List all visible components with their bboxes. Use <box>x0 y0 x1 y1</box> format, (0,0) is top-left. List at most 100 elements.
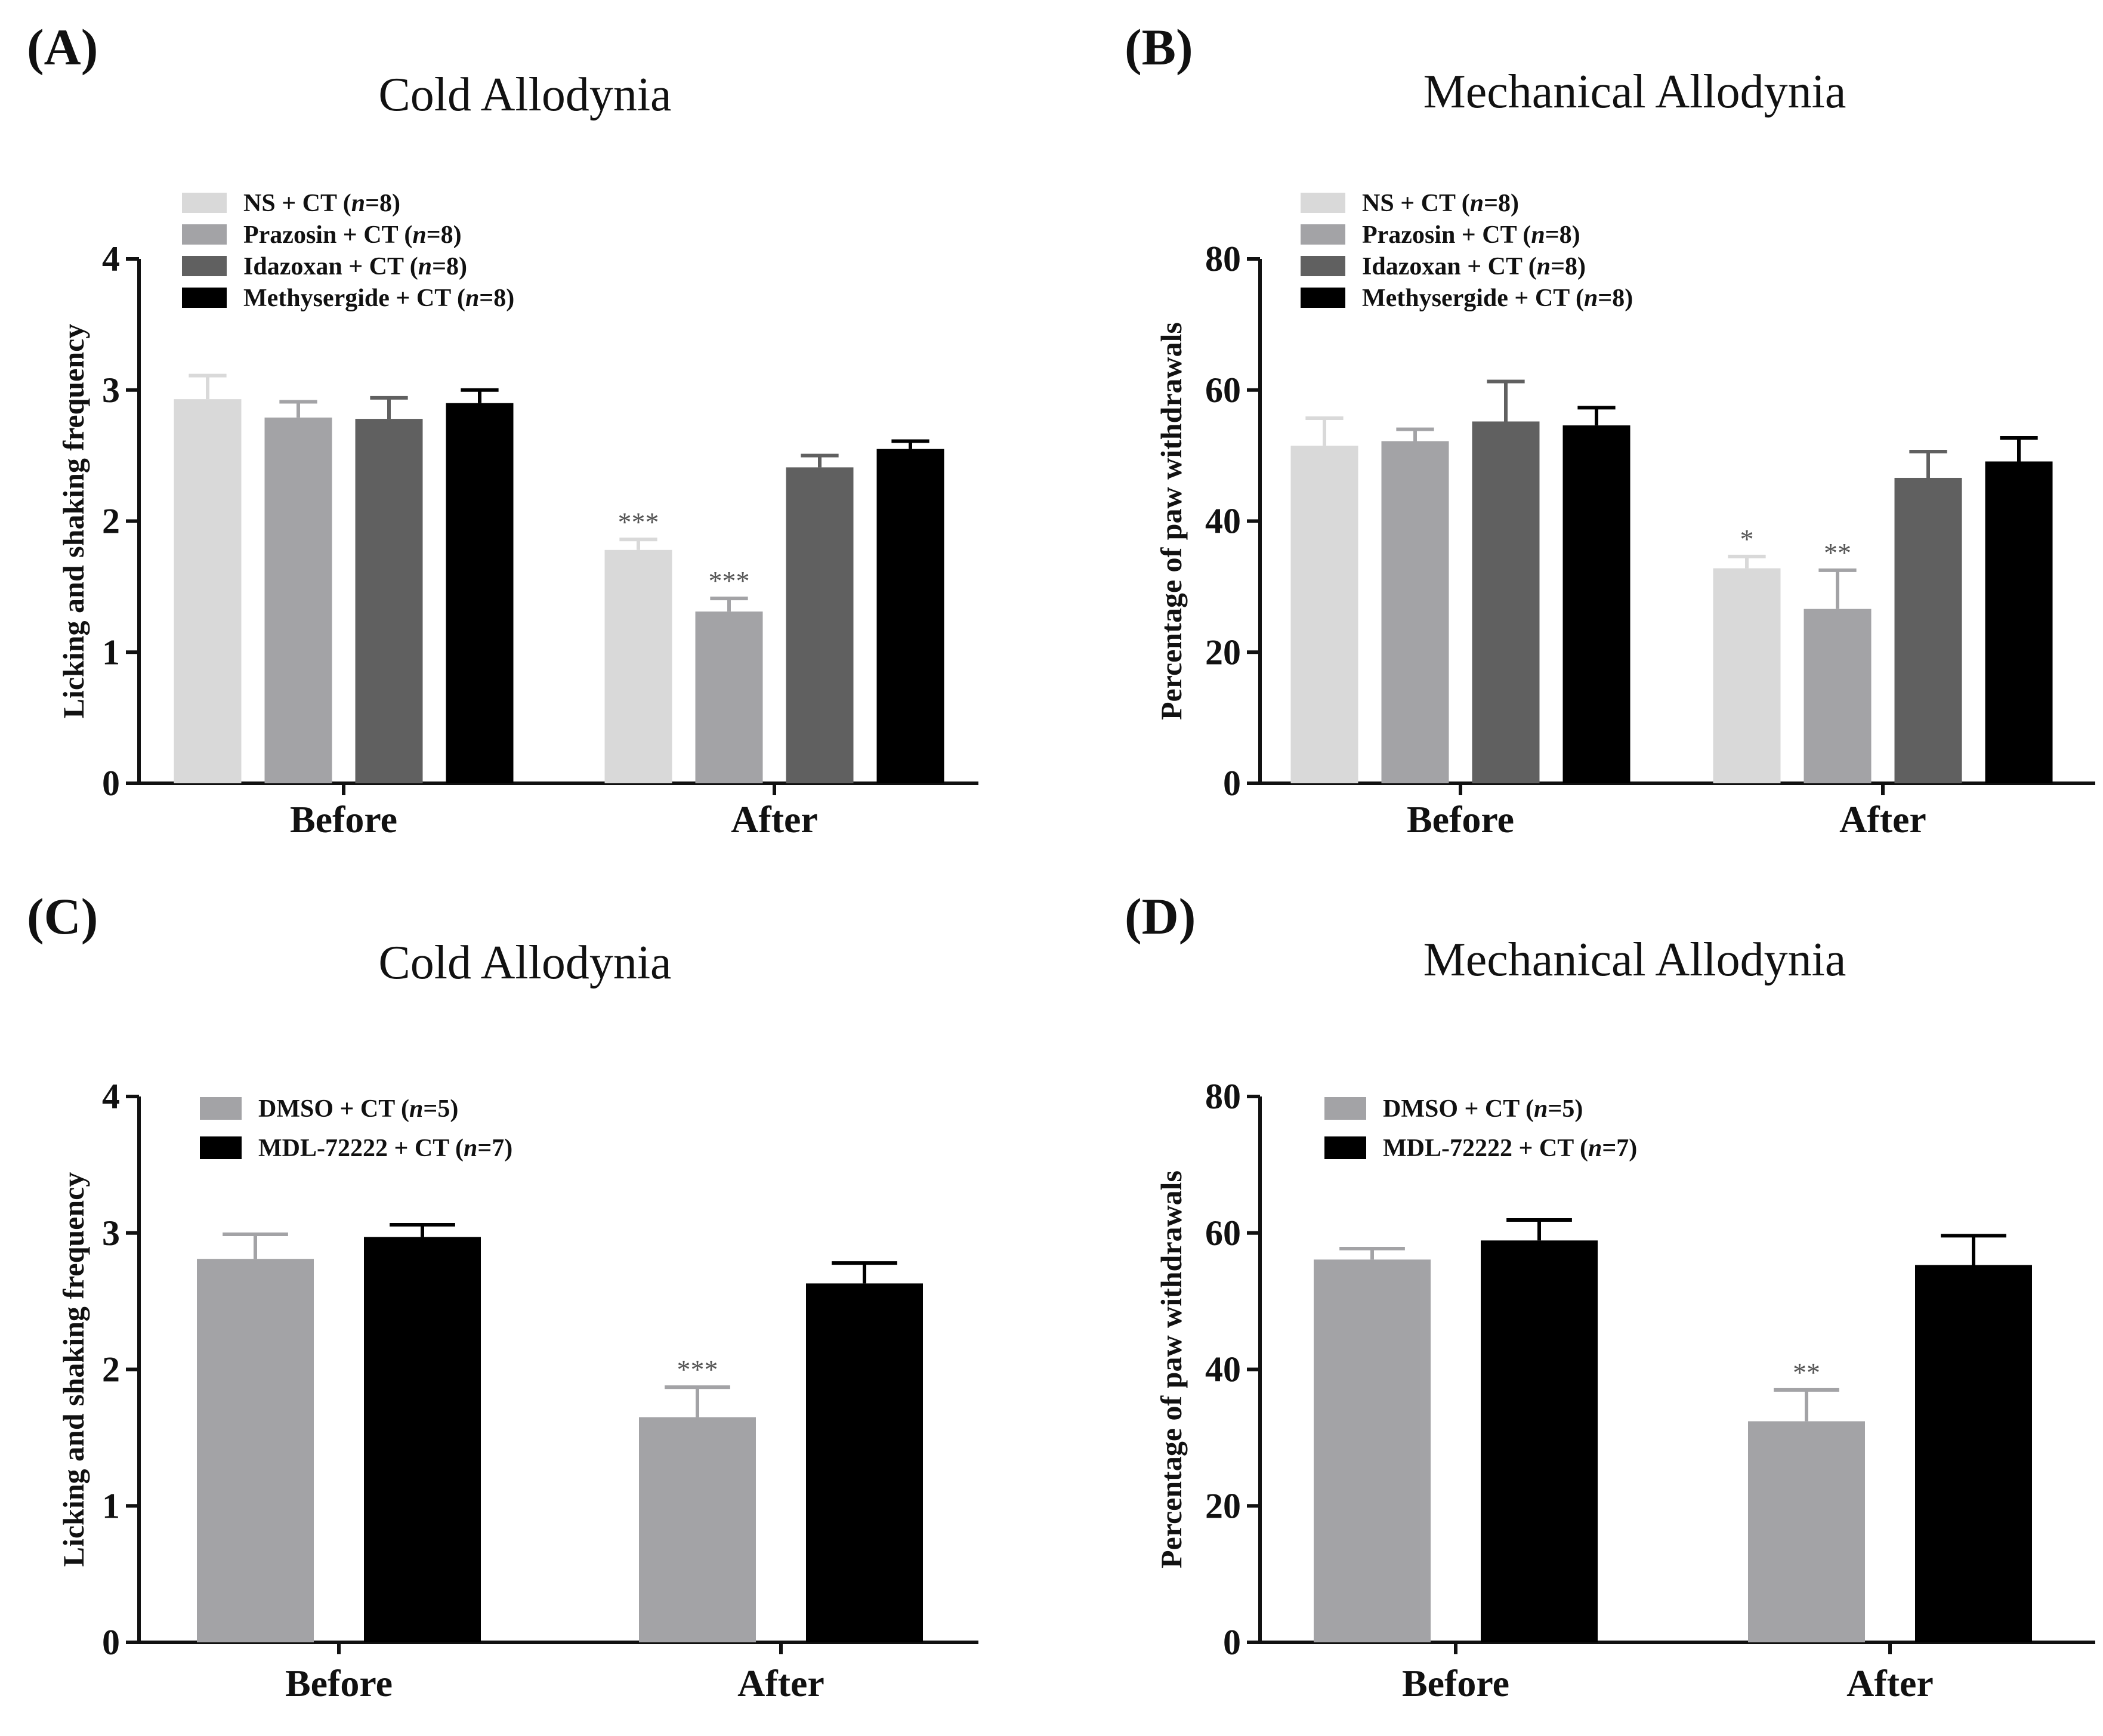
y-tick-label: 20 <box>1205 1486 1241 1525</box>
legend-label-prefix: Prazosin + CT ( <box>243 221 412 249</box>
bar <box>806 1283 923 1642</box>
chart-title: Mechanical Allodynia <box>1423 934 1846 986</box>
bar <box>1381 441 1449 783</box>
legend-label-prefix: NS + CT ( <box>1362 190 1470 217</box>
legend-label-n: n <box>1588 1135 1602 1162</box>
legend-label-n-value: 7 <box>1616 1135 1629 1162</box>
y-tick-label: 40 <box>1205 502 1241 541</box>
legend-label: NS + CT (n=8) <box>1362 190 1519 217</box>
chart-panel-1: (A) Cold Allodynia 0 1 2 3 4 Licking and shakin… <box>27 18 978 841</box>
legend-label-close: ) <box>1625 285 1633 312</box>
y-tick-label: 60 <box>1205 370 1241 410</box>
significance-marker: ** <box>1824 538 1851 568</box>
bar <box>1985 461 2053 783</box>
legend-label-equals: = <box>479 285 493 312</box>
legend-label-n: n <box>409 1095 423 1123</box>
legend-label-close: ) <box>1577 253 1586 280</box>
bar <box>1472 421 1540 783</box>
bar <box>639 1417 756 1642</box>
y-axis-label: Percentage of paw withdrawals <box>1154 322 1188 720</box>
bar <box>174 399 242 783</box>
legend-label-close: ) <box>392 190 400 217</box>
y-tick-label: 3 <box>102 1213 120 1253</box>
bar <box>786 467 854 783</box>
legend-label-equals: = <box>423 1095 437 1123</box>
legend-label: Idazoxan + CT (n=8) <box>1362 253 1586 280</box>
y-tick-label: 2 <box>102 502 120 541</box>
legend-label-close: ) <box>506 285 514 312</box>
legend-label-prefix: MDL-72222 + CT ( <box>258 1135 464 1162</box>
significance-marker: ** <box>1793 1357 1820 1388</box>
panel-letter: (A) <box>27 18 98 76</box>
legend-label-n-value: 8 <box>446 253 459 280</box>
legend-label: Methysergide + CT (n=8) <box>243 285 514 312</box>
bar <box>264 417 332 783</box>
bar <box>1713 568 1781 783</box>
legend-label-n: n <box>351 190 365 217</box>
chart-panel-2: (B) Mechanical Allodynia 0 20 40 60 80 Percenta… <box>1125 18 2095 841</box>
bar <box>446 403 514 783</box>
legend-label: MDL-72222 + CT (n=7) <box>1383 1135 1637 1162</box>
legend-label-prefix: MDL-72222 + CT ( <box>1383 1135 1588 1162</box>
category-label: Before <box>1402 1662 1509 1704</box>
y-tick-label: 20 <box>1205 632 1241 672</box>
legend-label-n-value: 8 <box>1498 190 1511 217</box>
significance-marker: * <box>1740 524 1754 554</box>
y-tick-label: 1 <box>102 1486 120 1525</box>
bar <box>695 611 763 783</box>
y-tick-label: 60 <box>1205 1213 1241 1253</box>
legend-label-equals: = <box>432 253 446 280</box>
y-tick-label: 0 <box>1223 1623 1241 1662</box>
legend-label-n: n <box>1470 190 1484 217</box>
legend-label-n-value: 8 <box>1565 253 1577 280</box>
y-tick-label: 1 <box>102 632 120 672</box>
legend-label: DMSO + CT (n=5) <box>258 1095 458 1123</box>
legend-swatch <box>182 224 227 245</box>
legend-label: Prazosin + CT (n=8) <box>1362 221 1580 249</box>
legend-label-prefix: Prazosin + CT ( <box>1362 221 1531 249</box>
legend-label-prefix: Methysergide + CT ( <box>243 285 465 312</box>
legend-label-n-value: 8 <box>379 190 392 217</box>
chart-title: Mechanical Allodynia <box>1423 66 1846 118</box>
category-label: Before <box>285 1662 393 1704</box>
panel-letter: (D) <box>1125 888 1196 945</box>
chart-panel-4: (D) Mechanical Allodynia 0 20 40 60 80 Percenta… <box>1125 888 2095 1704</box>
significance-marker: *** <box>618 506 659 537</box>
y-tick-label: 40 <box>1205 1350 1241 1389</box>
legend-label-n: n <box>1537 253 1551 280</box>
legend-label-prefix: DMSO + CT ( <box>1383 1095 1534 1123</box>
significance-marker: *** <box>709 566 750 596</box>
legend-label-n: n <box>418 253 432 280</box>
legend-label-close: ) <box>450 1095 458 1123</box>
y-tick-label: 0 <box>102 1623 120 1662</box>
bar <box>355 419 423 783</box>
bar <box>876 449 944 783</box>
bar <box>1481 1240 1598 1642</box>
legend-label-n-value: 8 <box>441 221 453 249</box>
legend-label-close: ) <box>459 253 467 280</box>
legend-swatch <box>182 288 227 308</box>
legend-swatch <box>182 256 227 276</box>
y-axis-label: Percentage of paw withdrawals <box>1154 1170 1188 1568</box>
legend-swatch <box>182 193 227 213</box>
legend-label-n: n <box>1584 285 1598 312</box>
y-tick-label: 0 <box>102 764 120 803</box>
legend-label: NS + CT (n=8) <box>243 190 400 217</box>
category-label: After <box>1846 1662 1934 1704</box>
legend-label-n: n <box>1531 221 1545 249</box>
y-tick-label: 2 <box>102 1350 120 1389</box>
legend-label-equals: = <box>1598 285 1612 312</box>
y-tick-label: 80 <box>1205 239 1241 279</box>
legend-label-equals: = <box>1548 1095 1562 1123</box>
y-axis-label: Licking and shaking frequency <box>57 324 90 719</box>
legend-label: Idazoxan + CT (n=8) <box>243 253 467 280</box>
chart-title: Cold Allodynia <box>378 69 671 121</box>
legend-label-equals: = <box>1484 190 1498 217</box>
legend-swatch <box>1301 256 1345 276</box>
category-label: Before <box>1407 798 1514 841</box>
legend-swatch <box>1301 193 1345 213</box>
category-label: After <box>737 1662 824 1704</box>
legend-label: Prazosin + CT (n=8) <box>243 221 462 249</box>
legend-swatch <box>1301 288 1345 308</box>
